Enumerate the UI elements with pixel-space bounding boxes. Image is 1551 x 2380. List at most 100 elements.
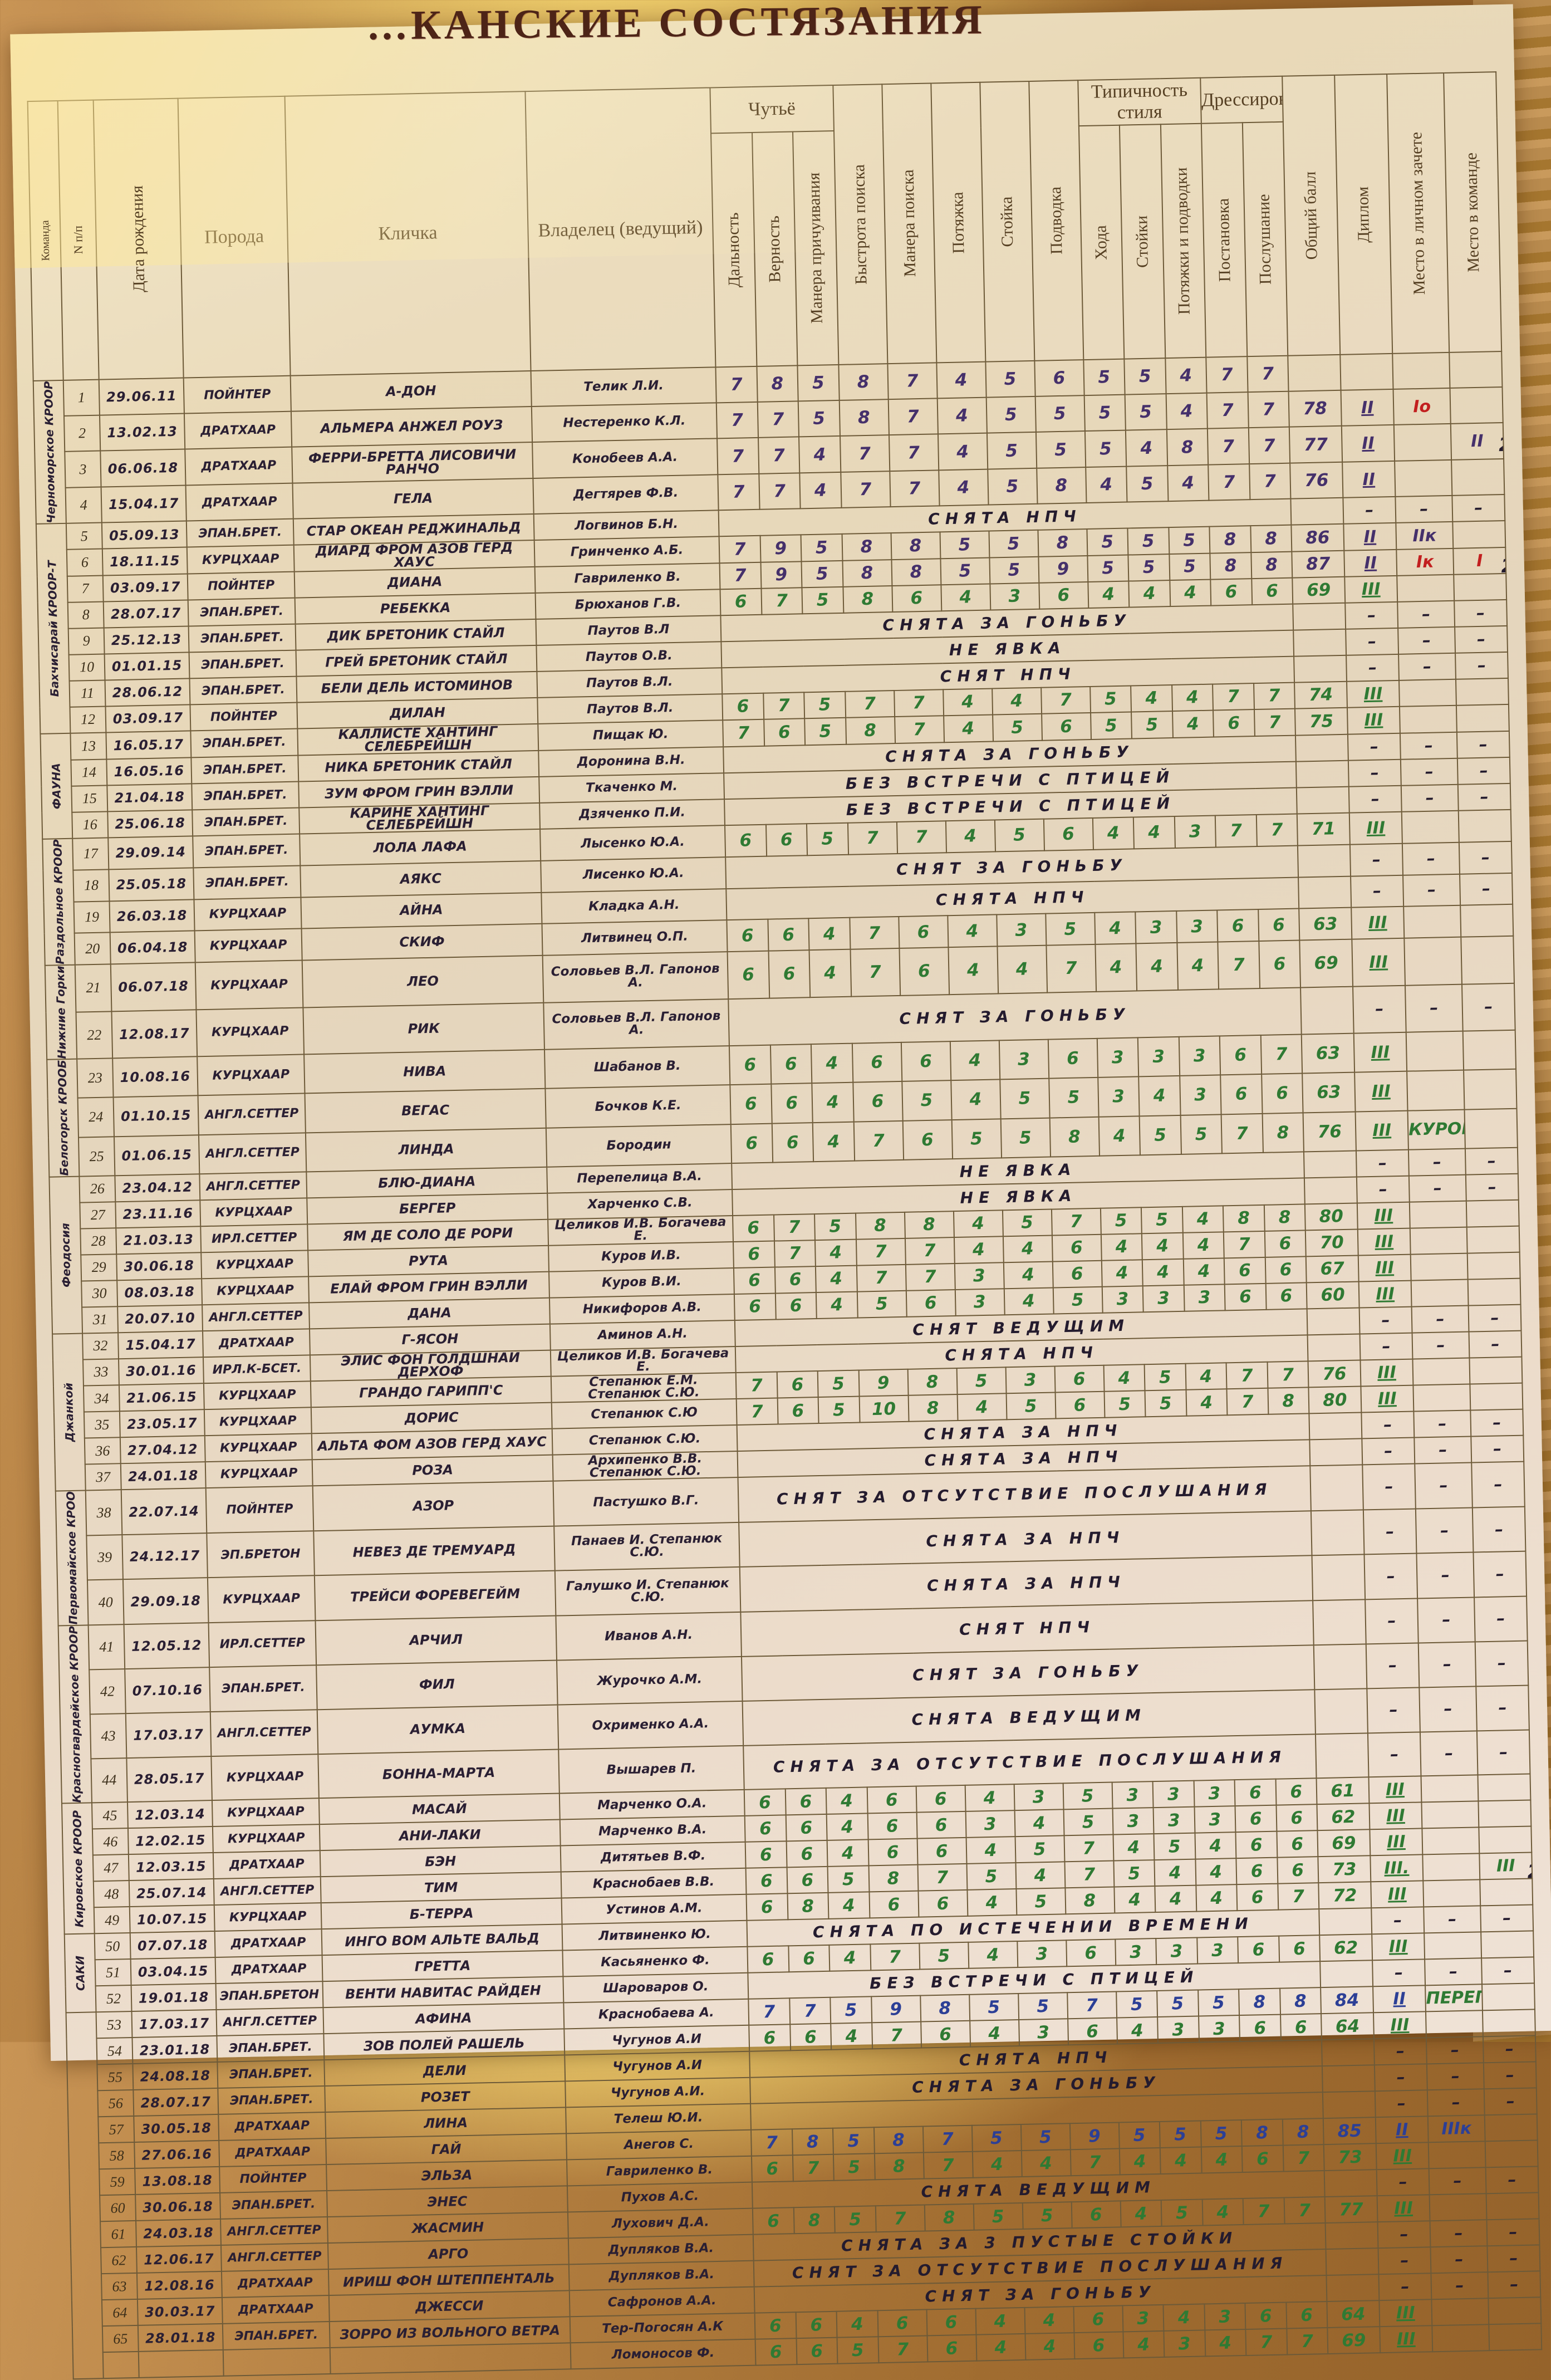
birth-date: 24.01.18 xyxy=(120,1462,206,1490)
dog-name: НЕВЕЗ ДЕ ТРЕМУАРД xyxy=(313,1526,555,1576)
birth-date: 24.03.18 xyxy=(136,2219,221,2247)
score-12: 6 xyxy=(1217,909,1259,942)
place-personal: – xyxy=(1413,1410,1471,1438)
score-1: 6 xyxy=(747,1946,789,1973)
score-1: 6 xyxy=(730,1123,773,1163)
col-stoiki: Стойки xyxy=(1132,215,1152,268)
place-personal xyxy=(1399,705,1457,733)
row-number: 39 xyxy=(86,1534,123,1580)
score-7: 4 xyxy=(1014,1809,1064,1837)
owner: Ткаченко М. xyxy=(539,772,725,803)
score-7: 5 xyxy=(1002,1209,1052,1236)
diploma: III xyxy=(1353,1032,1407,1073)
row-number: 26 xyxy=(79,1175,116,1203)
score-5: 7 xyxy=(889,434,939,472)
score-5: 8 xyxy=(920,1995,970,2022)
place-team xyxy=(1464,1069,1517,1110)
score-4: 7 xyxy=(856,1238,906,1266)
owner: Телеш Ю.И. xyxy=(566,2104,752,2134)
score-1: 7 xyxy=(716,402,758,439)
birth-date: 20.07.10 xyxy=(117,1304,203,1333)
team-cell: Черноморское КРООР xyxy=(33,380,66,525)
score-13: 7 xyxy=(1249,463,1291,500)
col-mesto-kom: Место в команде xyxy=(1462,152,1483,272)
place-personal: – xyxy=(1415,1507,1474,1554)
col-potyazhka: Потяжка xyxy=(948,191,968,254)
team-label: Красногвардейское КРООР xyxy=(66,1625,84,1803)
place-team: – xyxy=(1483,2061,1537,2089)
score-4: 8 xyxy=(842,586,892,613)
diploma: – xyxy=(1375,2090,1428,2118)
score-13: 7 xyxy=(1284,2197,1326,2224)
score-10: 5 xyxy=(1157,1990,1199,2017)
diploma: – xyxy=(1366,1643,1420,1688)
breed: ЭПАН.БРЕТ. xyxy=(193,865,301,899)
diploma: III xyxy=(1368,1776,1422,1804)
score-6: 4 xyxy=(938,469,989,506)
total-score: 75 xyxy=(1294,707,1348,736)
owner: Краснобаева А. xyxy=(563,1999,749,2029)
score-5: 7 xyxy=(923,2152,973,2179)
owner: Устинов А.М. xyxy=(561,1894,747,1924)
score-10: 4 xyxy=(1163,2304,1205,2332)
place-team: – xyxy=(1459,841,1512,874)
score-2: 6 xyxy=(770,1044,812,1085)
place-personal: – xyxy=(1427,2089,1485,2117)
score-3: 4 xyxy=(836,2310,878,2338)
score-12: 6 xyxy=(1245,2302,1287,2330)
score-8: 6 xyxy=(1067,2017,1117,2045)
birth-date: 25.07.14 xyxy=(129,1879,214,1907)
dog-name: ЛИНДА xyxy=(305,1128,547,1172)
score-12: 6 xyxy=(1236,1858,1278,1885)
row-number: 19 xyxy=(73,900,110,933)
breed: КУРЦХААР xyxy=(196,1007,305,1057)
score-6: 4 xyxy=(975,2308,1025,2335)
place-personal xyxy=(1392,352,1450,390)
row-number: 15 xyxy=(71,785,108,812)
score-11: 4 xyxy=(1182,1206,1224,1233)
birth-date: 25.05.18 xyxy=(109,868,194,901)
score-3: 4 xyxy=(811,1043,853,1084)
dog-name: АЙНА xyxy=(301,892,542,929)
score-5: 7 xyxy=(905,1237,955,1265)
score-13: 6 xyxy=(1277,1857,1319,1884)
score-2: 8 xyxy=(756,365,798,403)
owner: Телик Л.И. xyxy=(531,367,716,407)
score-7: 4 xyxy=(992,687,1042,715)
owner: Гавриленко В. xyxy=(567,2156,752,2186)
total-score xyxy=(1304,1177,1357,1204)
place-personal: – xyxy=(1430,2246,1488,2274)
score-2: 9 xyxy=(760,561,802,589)
row-number: 53 xyxy=(96,2011,132,2039)
owner: Лисенко Ю.А. xyxy=(541,857,727,893)
place-personal: – xyxy=(1405,984,1463,1032)
score-9: 4 xyxy=(1094,912,1136,944)
score-1: 7 xyxy=(719,562,761,590)
total-score: 78 xyxy=(1288,390,1342,427)
place-personal: – xyxy=(1431,2272,1489,2300)
score-2: 7 xyxy=(758,437,800,474)
score-13: 6 xyxy=(1276,1804,1318,1832)
place-personal xyxy=(1423,1879,1481,1907)
row-number: 20 xyxy=(74,932,111,965)
total-score: 60 xyxy=(1306,1281,1359,1309)
score-4: 6 xyxy=(877,2309,927,2337)
score-7: 5 xyxy=(989,556,1039,584)
row-number: 8 xyxy=(67,601,104,629)
score-7: 5 xyxy=(986,432,1037,469)
score-5: 7 xyxy=(888,398,938,435)
place-personal: – xyxy=(1426,2036,1484,2064)
score-6: 4 xyxy=(945,820,995,853)
score-5: 8 xyxy=(924,2204,974,2231)
score-13: 7 xyxy=(1260,1034,1303,1075)
score-9: 3 xyxy=(1115,1938,1157,1966)
score-6: 5 xyxy=(969,1994,1019,2021)
birth-date: 23.04.12 xyxy=(115,1173,200,1202)
score-5: 6 xyxy=(920,2021,970,2048)
page-title: …КАНСКИЕ СОСТЯЗАНИЯ xyxy=(366,0,986,49)
owner: Пищак Ю. xyxy=(538,720,724,751)
score-11: 4 xyxy=(1195,1858,1237,1886)
score-8: 5 xyxy=(1048,1078,1099,1118)
score-8: 9 xyxy=(1038,556,1088,583)
place-team: – xyxy=(1455,625,1508,653)
